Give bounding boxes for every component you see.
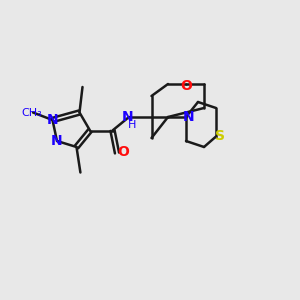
Text: O: O [117,145,129,158]
Text: N: N [182,110,194,124]
Text: N: N [51,134,63,148]
Text: S: S [214,130,225,143]
Text: N: N [122,110,133,124]
Text: O: O [180,79,192,92]
Text: N: N [47,113,58,127]
Text: CH₃: CH₃ [21,107,42,118]
Text: H: H [128,120,136,130]
